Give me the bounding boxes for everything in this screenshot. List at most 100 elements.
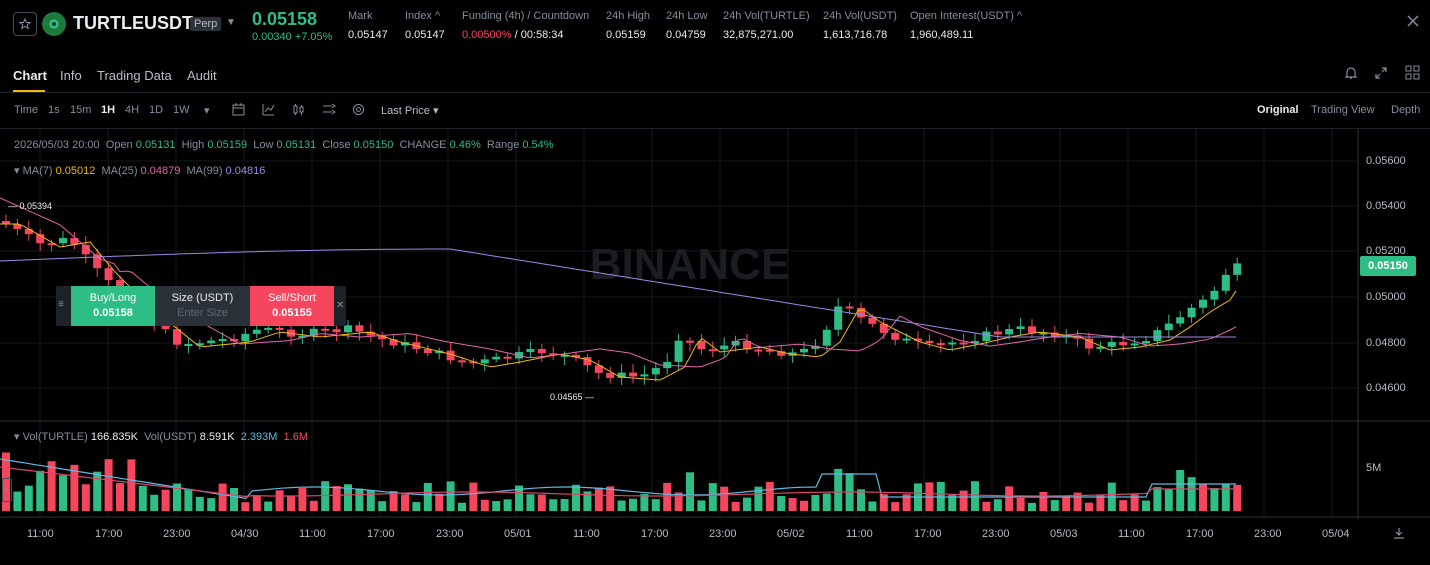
- candle-body: [81, 244, 90, 255]
- indicator-icon[interactable]: [262, 103, 275, 121]
- candle-body: [879, 323, 888, 333]
- favorite-star-button[interactable]: [13, 12, 37, 36]
- tab-audit[interactable]: Audit: [187, 68, 217, 83]
- coin-logo-icon: [42, 12, 66, 36]
- close-icon[interactable]: ✕: [336, 300, 345, 311]
- candle-type-icon[interactable]: [292, 103, 305, 121]
- candle-body: [104, 268, 113, 281]
- tab-info[interactable]: Info: [60, 68, 82, 83]
- divider: [0, 128, 1430, 129]
- timeframe-1w[interactable]: 1W: [173, 104, 190, 116]
- timeframe-1d[interactable]: 1D: [149, 104, 164, 116]
- candle-body: [1005, 329, 1014, 335]
- watermark: BINANCE: [590, 240, 790, 289]
- size-placeholder: Enter Size: [177, 307, 228, 319]
- candle-body: [309, 328, 318, 336]
- drag-handle-icon[interactable]: ≡: [58, 299, 64, 310]
- volume-bar: [287, 496, 295, 511]
- timeframe-4h[interactable]: 4H: [125, 104, 140, 116]
- volume-bar: [1187, 477, 1196, 511]
- tab-chart[interactable]: Chart: [13, 68, 47, 83]
- calendar-icon[interactable]: [232, 103, 245, 121]
- price-type-select[interactable]: Last Price ▾: [381, 105, 439, 117]
- size-input[interactable]: Size (USDT) Enter Size: [155, 286, 250, 326]
- candle-body: [971, 341, 979, 344]
- symbol-dropdown-icon[interactable]: ▼: [226, 17, 236, 28]
- stat-mark-label: Mark: [348, 10, 373, 22]
- drawing-tools-icon[interactable]: [322, 103, 336, 121]
- volume-bar: [412, 502, 421, 511]
- timeframe-time[interactable]: Time: [14, 104, 39, 116]
- candle-body: [697, 341, 706, 350]
- layout-grid-icon[interactable]: [1405, 65, 1420, 85]
- candle-body: [674, 340, 683, 362]
- timeframe-15m[interactable]: 15m: [70, 104, 92, 116]
- volume-bar: [1199, 484, 1207, 511]
- candle-body: [275, 327, 284, 330]
- volume-bar: [697, 500, 706, 511]
- view-original[interactable]: Original: [1257, 104, 1299, 116]
- settings-icon[interactable]: [352, 103, 365, 121]
- candlestick-chart[interactable]: BINANCE: [0, 129, 1430, 565]
- alert-bell-icon[interactable]: [1344, 66, 1358, 85]
- candle-body: [321, 328, 330, 331]
- fullscreen-icon[interactable]: [1374, 66, 1388, 85]
- volume-bar: [606, 486, 615, 511]
- volume-bar: [686, 472, 694, 511]
- volume-bar: [366, 489, 375, 511]
- volume-bar: [116, 483, 124, 511]
- collapse-handle[interactable]: ›: [2, 478, 12, 502]
- timeframe-1h[interactable]: 1H: [101, 104, 116, 116]
- volume-bar: [1210, 488, 1219, 511]
- candle-body: [1187, 307, 1196, 318]
- volume-bar: [891, 502, 900, 511]
- scroll-to-latest-icon[interactable]: [1392, 526, 1406, 545]
- volume-bar: [241, 502, 250, 511]
- timeframe-1s[interactable]: 1s: [48, 104, 60, 116]
- volume-bar: [982, 501, 991, 511]
- candle-body: [606, 372, 615, 379]
- volume-bar: [59, 475, 67, 511]
- sell-short-button[interactable]: Sell/Short 0.05155: [250, 286, 334, 326]
- stat-index-label[interactable]: Index ^: [405, 10, 441, 22]
- view-depth[interactable]: Depth: [1391, 104, 1421, 116]
- candle-body: [423, 349, 432, 354]
- time-axis-label: 23:00: [982, 528, 1010, 540]
- high-marker: — 0.05394: [8, 201, 53, 211]
- view-trading-view[interactable]: Trading View: [1311, 104, 1375, 116]
- stat-mark-value: 0.05147: [348, 29, 388, 41]
- candle-body: [526, 348, 535, 353]
- star-icon: [19, 18, 31, 30]
- last-price: 0.05158: [252, 9, 318, 29]
- volume-bar: [743, 497, 751, 511]
- timeframe-dropdown-icon[interactable]: ▾: [204, 105, 210, 117]
- candle-body: [914, 338, 922, 341]
- ohlc-info: 2026/05/03 20:00 Open 0.05131 High 0.051…: [14, 139, 554, 151]
- candle-body: [252, 329, 261, 334]
- tab-trading-data[interactable]: Trading Data: [97, 68, 172, 83]
- candle-body: [686, 340, 694, 343]
- volume-bar: [435, 493, 444, 511]
- contract-type-badge: Perp: [190, 17, 222, 31]
- candle-body: [743, 340, 751, 350]
- candle-body: [982, 331, 991, 342]
- candle-body: [344, 325, 352, 333]
- volume-axis-label: 5M: [1366, 462, 1382, 474]
- time-axis-label: 17:00: [1186, 528, 1214, 540]
- buy-long-button[interactable]: Buy/Long 0.05158: [71, 286, 155, 326]
- more-icon[interactable]: [1406, 14, 1420, 33]
- time-axis-label: 17:00: [367, 528, 395, 540]
- candle-body: [480, 359, 489, 364]
- candle-body: [1096, 346, 1105, 349]
- sell-price: 0.05155: [272, 307, 312, 319]
- candle-body: [1107, 341, 1116, 347]
- candle-body: [446, 350, 455, 361]
- volume-bar: [640, 494, 649, 511]
- candle-body: [218, 339, 227, 342]
- volume-bar: [93, 471, 102, 511]
- volume-bar: [800, 500, 808, 511]
- stat-open-interest-label[interactable]: Open Interest(USDT) ^: [910, 10, 1023, 22]
- symbol-name[interactable]: TURTLEUSDT: [73, 13, 193, 33]
- volume-bar: [70, 464, 79, 511]
- candle-body: [754, 349, 763, 352]
